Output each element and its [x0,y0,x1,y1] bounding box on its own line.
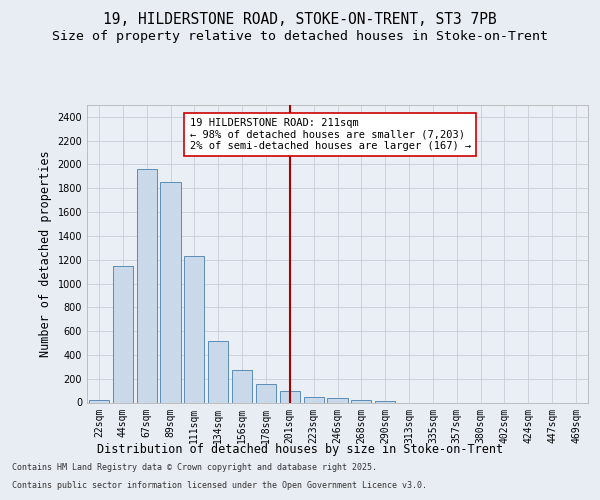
Bar [160,182,181,402]
Bar [304,396,324,402]
Text: Distribution of detached houses by size in Stoke-on-Trent: Distribution of detached houses by size … [97,442,503,456]
Bar [328,398,347,402]
Bar [137,170,157,402]
Bar [208,341,229,402]
Text: Contains HM Land Registry data © Crown copyright and database right 2025.: Contains HM Land Registry data © Crown c… [12,464,377,472]
Bar [113,266,133,402]
Text: Size of property relative to detached houses in Stoke-on-Trent: Size of property relative to detached ho… [52,30,548,43]
Bar [375,400,395,402]
Bar [351,400,371,402]
Bar [232,370,252,402]
Bar [256,384,276,402]
Y-axis label: Number of detached properties: Number of detached properties [39,150,52,357]
Bar [280,391,300,402]
Text: 19 HILDERSTONE ROAD: 211sqm
← 98% of detached houses are smaller (7,203)
2% of s: 19 HILDERSTONE ROAD: 211sqm ← 98% of det… [190,118,471,152]
Bar [184,256,205,402]
Bar [89,400,109,402]
Text: Contains public sector information licensed under the Open Government Licence v3: Contains public sector information licen… [12,481,427,490]
Text: 19, HILDERSTONE ROAD, STOKE-ON-TRENT, ST3 7PB: 19, HILDERSTONE ROAD, STOKE-ON-TRENT, ST… [103,12,497,28]
